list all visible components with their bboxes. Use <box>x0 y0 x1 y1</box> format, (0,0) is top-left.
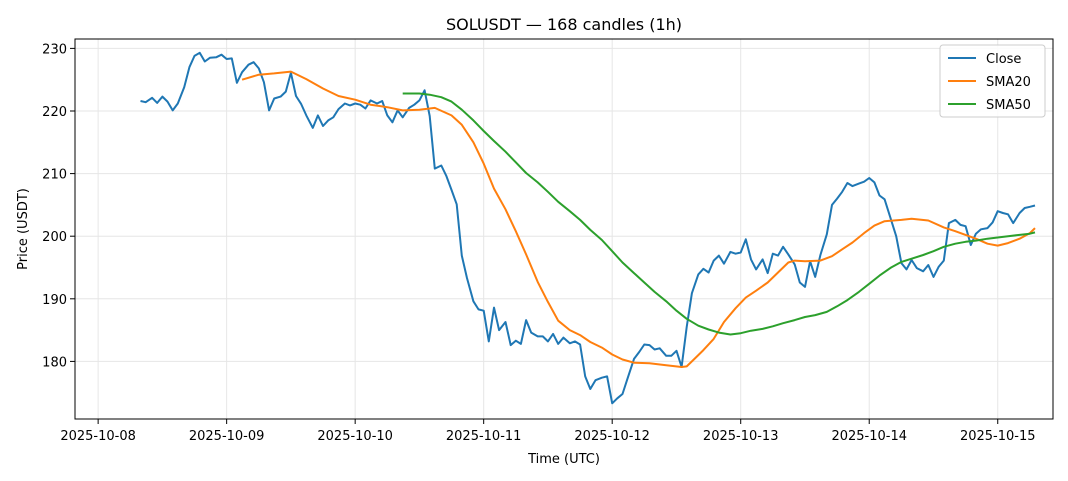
x-axis-label: Time (UTC) <box>527 452 600 467</box>
chart-title: SOLUSDT — 168 candles (1h) <box>446 15 682 34</box>
y-tick-label: 190 <box>42 293 67 308</box>
legend-label: SMA50 <box>986 98 1031 113</box>
legend-label: SMA20 <box>986 75 1031 90</box>
grid-lines <box>75 39 1053 419</box>
y-tick-label: 220 <box>42 105 67 120</box>
legend-box <box>939 44 1046 118</box>
x-tick-label: 2025-10-10 <box>317 429 393 444</box>
x-tick-label: 2025-10-15 <box>960 429 1036 444</box>
series-line-sma50 <box>402 92 1036 336</box>
x-axis: 2025-10-08 2025-10-09 2025-10-10 2025-10-11… <box>60 419 1036 444</box>
x-tick-label: 2025-10-14 <box>831 429 907 444</box>
y-tick-label: 210 <box>42 168 67 183</box>
series-line-sma20 <box>241 70 1036 368</box>
legend: Close SMA20 SMA50 <box>939 44 1046 118</box>
series-line-close <box>140 51 1036 405</box>
plot-frame <box>74 38 1054 420</box>
y-axis: 180 190 200 210 220 230 <box>42 42 75 370</box>
legend-label: Close <box>986 52 1021 67</box>
x-tick-label: 2025-10-12 <box>574 429 650 444</box>
x-tick-label: 2025-10-08 <box>60 429 136 444</box>
y-axis-label: Price (USDT) <box>16 188 31 270</box>
x-tick-label: 2025-10-11 <box>446 429 522 444</box>
series-layer <box>140 51 1036 405</box>
y-tick-label: 230 <box>42 42 67 57</box>
x-tick-label: 2025-10-13 <box>703 429 779 444</box>
y-tick-label: 180 <box>42 355 67 370</box>
y-tick-label: 200 <box>42 230 67 245</box>
x-tick-label: 2025-10-09 <box>189 429 265 444</box>
